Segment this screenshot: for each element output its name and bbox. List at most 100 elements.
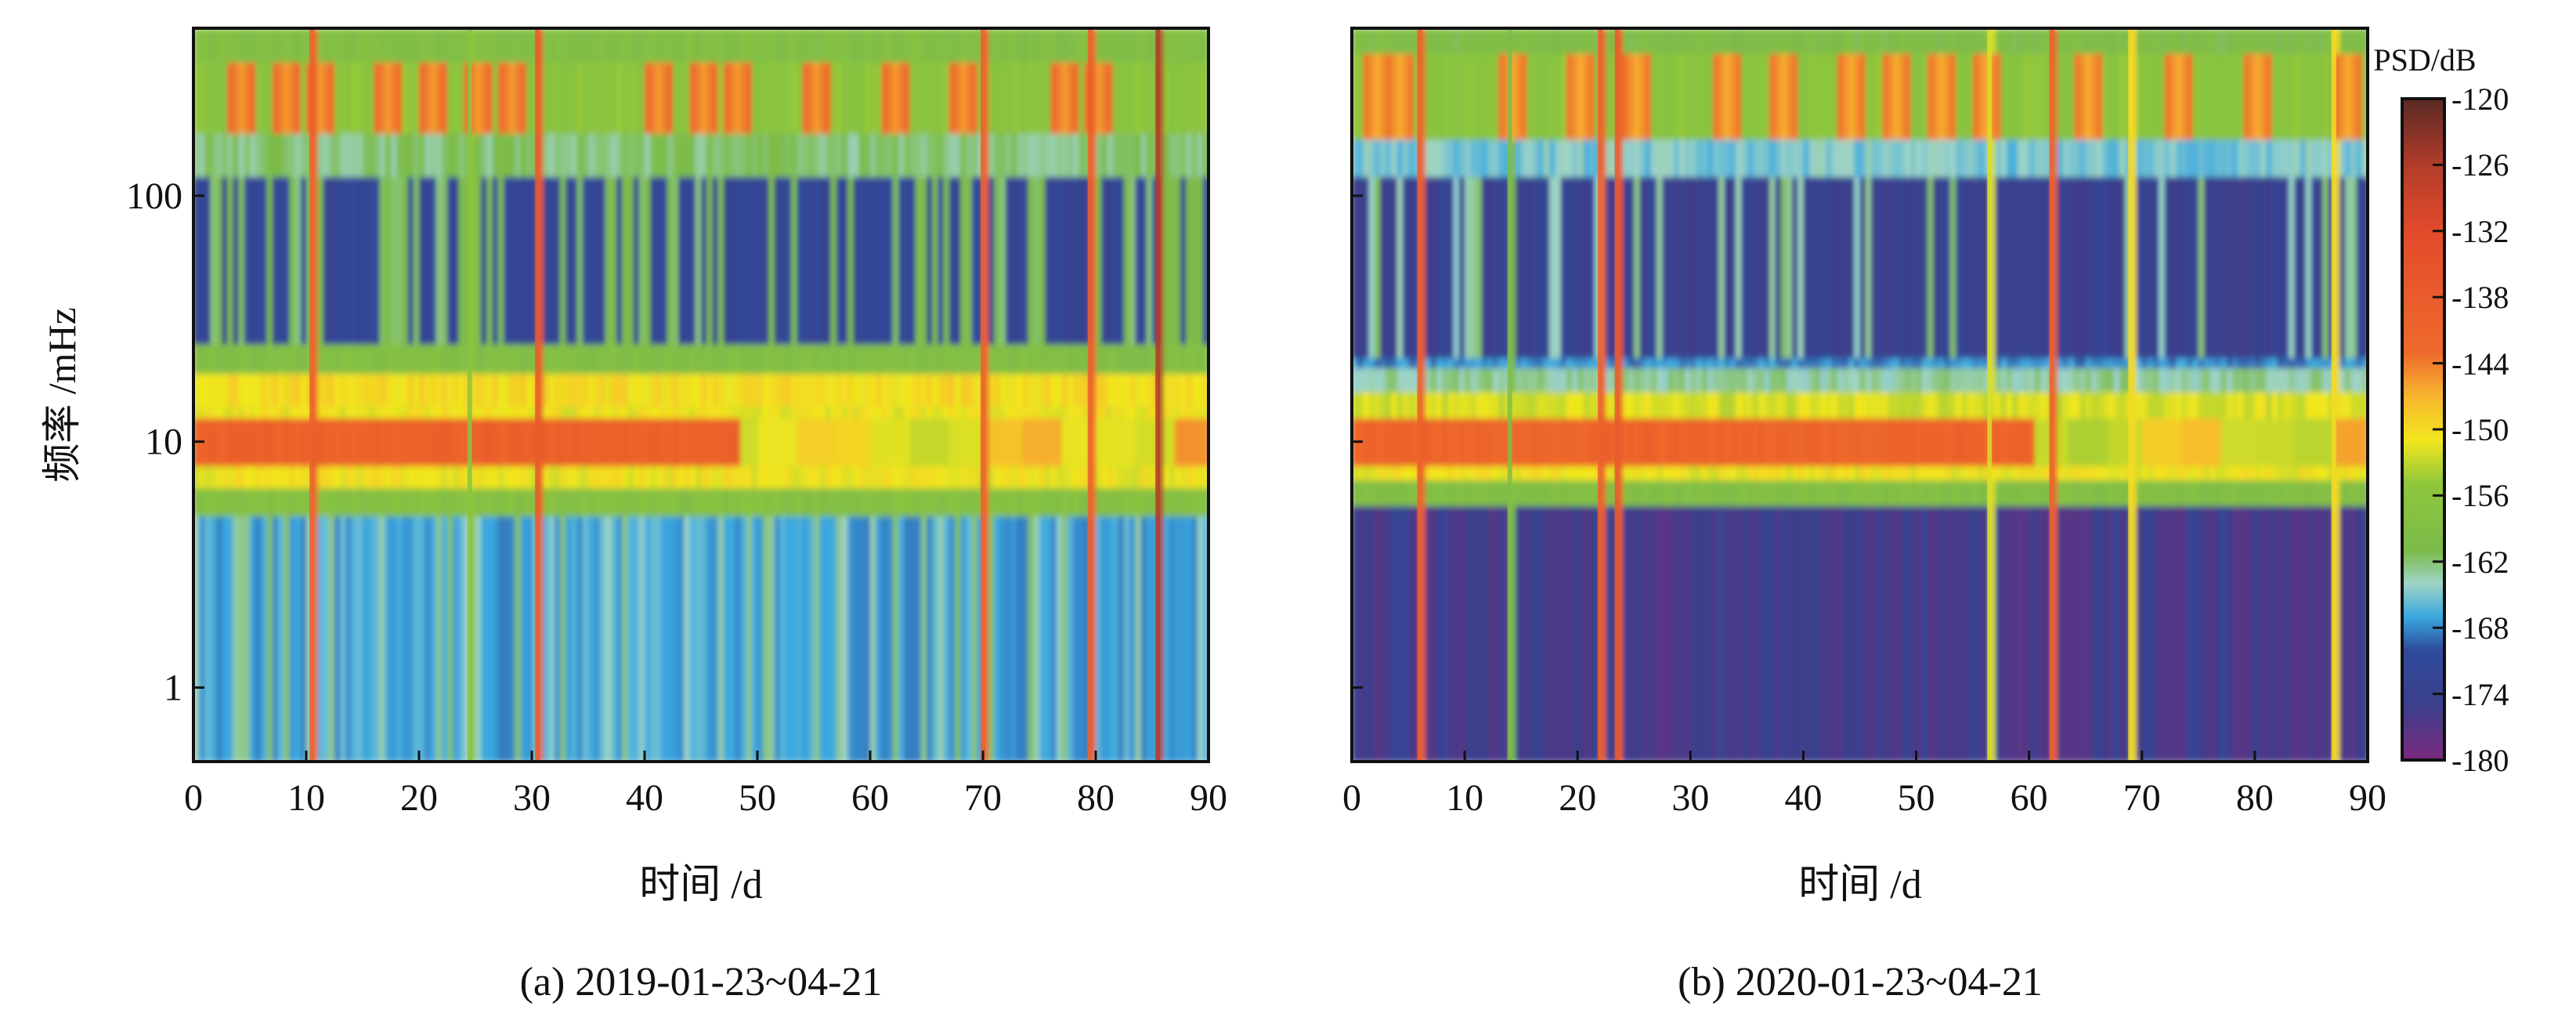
heatmap-cell — [605, 343, 612, 375]
heatmap-cell — [1944, 176, 1951, 359]
heatmap-cell — [481, 516, 488, 762]
heatmap-cell — [2018, 367, 2025, 393]
heatmap-cell — [1180, 487, 1187, 517]
heatmap-cell — [898, 405, 905, 419]
heatmap-cell — [1583, 52, 1590, 140]
heatmap-cell — [2062, 139, 2070, 177]
heatmap-cell — [1961, 480, 1968, 507]
heatmap-cell — [1938, 139, 1946, 177]
heatmap-cell — [2170, 139, 2177, 177]
heatmap-cell — [425, 373, 432, 407]
heatmap-cell — [898, 62, 905, 134]
heatmap-cell — [385, 343, 392, 375]
heatmap-cell — [689, 487, 696, 517]
heatmap-cell — [2023, 391, 2030, 419]
heatmap-cell — [548, 132, 555, 177]
heatmap-cell — [1061, 487, 1068, 517]
heatmap-cell — [2220, 52, 2227, 140]
heatmap-cell — [582, 487, 589, 517]
heatmap-cell — [520, 373, 527, 407]
heatmap-cell — [1657, 465, 1664, 481]
heatmap-cell — [779, 465, 786, 489]
heatmap-cell — [802, 465, 809, 489]
heatmap-cell — [1045, 176, 1052, 345]
heatmap-cell — [1634, 52, 1641, 140]
heatmap-cell — [300, 132, 307, 177]
heatmap-cell — [1186, 373, 1193, 407]
heatmap-cell — [1995, 465, 2002, 481]
heatmap-cell — [599, 516, 606, 762]
heatmap-cell — [825, 176, 832, 345]
heatmap-cell — [2079, 139, 2086, 177]
heatmap-cell — [1854, 139, 1861, 177]
heatmap-cell — [656, 62, 663, 134]
heatmap-cell — [509, 487, 516, 517]
heatmap-cell — [1617, 505, 1624, 762]
heatmap-cell — [1820, 418, 1827, 467]
heatmap-cell — [250, 28, 257, 63]
heatmap-cell — [1611, 139, 1618, 177]
heatmap-cell — [453, 132, 460, 177]
heatmap-cell — [2220, 367, 2227, 393]
heatmap-cell — [858, 418, 865, 467]
heatmap-cell — [469, 516, 476, 762]
heatmap-cell — [1033, 132, 1040, 177]
heatmap-cell — [684, 465, 691, 489]
heatmap-cell — [2226, 176, 2234, 359]
heatmap-cell — [1493, 505, 1500, 762]
heatmap-cell — [1107, 487, 1114, 517]
heatmap-cell — [1611, 391, 1618, 419]
heatmap-cell — [876, 343, 883, 375]
heatmap-cell — [2136, 28, 2143, 54]
heatmap-cell — [1073, 343, 1080, 375]
heatmap-cell — [1129, 343, 1136, 375]
heatmap-cell — [2238, 28, 2245, 54]
heatmap-cell — [1140, 343, 1147, 375]
heatmap-cell — [1685, 418, 1692, 467]
heatmap-cell — [363, 62, 370, 134]
heatmap-cell — [509, 405, 516, 419]
heatmap-cell — [814, 132, 821, 177]
heatmap-cell — [1453, 357, 1460, 369]
heatmap-cell — [1713, 465, 1720, 481]
heatmap-cell — [1129, 487, 1136, 517]
heatmap-cell — [244, 62, 251, 134]
heatmap-cell — [1769, 505, 1776, 762]
heatmap-cell — [915, 516, 922, 762]
heatmap-cell — [560, 373, 567, 407]
heatmap-cell — [492, 62, 499, 134]
heatmap-cell — [2350, 139, 2357, 177]
heatmap-cell — [2300, 367, 2307, 393]
heatmap-cell — [667, 418, 674, 467]
heatmap-cell — [1701, 357, 1708, 369]
heatmap-cell — [571, 418, 578, 467]
heatmap-cell — [1718, 357, 1725, 369]
heatmap-cell — [1068, 132, 1075, 177]
colorbar-label: PSD/dB — [2373, 42, 2476, 78]
heatmap-cell — [1408, 480, 1415, 507]
heatmap-cell — [2012, 418, 2019, 467]
heatmap-cell — [1436, 357, 1443, 369]
heatmap-cell — [1447, 176, 1454, 359]
heatmap-cell — [1396, 52, 1404, 140]
heatmap-cell — [582, 28, 589, 63]
heatmap-cell — [2181, 505, 2188, 762]
heatmap-cell — [768, 465, 775, 489]
heatmap-cell — [222, 418, 229, 467]
heatmap-cell — [1061, 405, 1068, 419]
heatmap-cell — [847, 487, 854, 517]
heatmap-cell — [1028, 343, 1035, 375]
heatmap-cell — [379, 176, 386, 345]
heatmap-cell — [966, 465, 973, 489]
heatmap-cell — [898, 487, 905, 517]
heatmap-cell — [345, 343, 352, 375]
heatmap-cell — [1899, 176, 1906, 359]
heatmap-cell — [2085, 52, 2092, 140]
heatmap-cell — [2266, 28, 2273, 54]
heatmap-cell — [1101, 132, 1108, 177]
heatmap-cell — [994, 28, 1001, 63]
heatmap-cell — [2136, 505, 2143, 762]
heatmap-cell — [1617, 28, 1624, 54]
heatmap-cell — [537, 343, 544, 375]
heatmap-cell — [904, 418, 911, 467]
